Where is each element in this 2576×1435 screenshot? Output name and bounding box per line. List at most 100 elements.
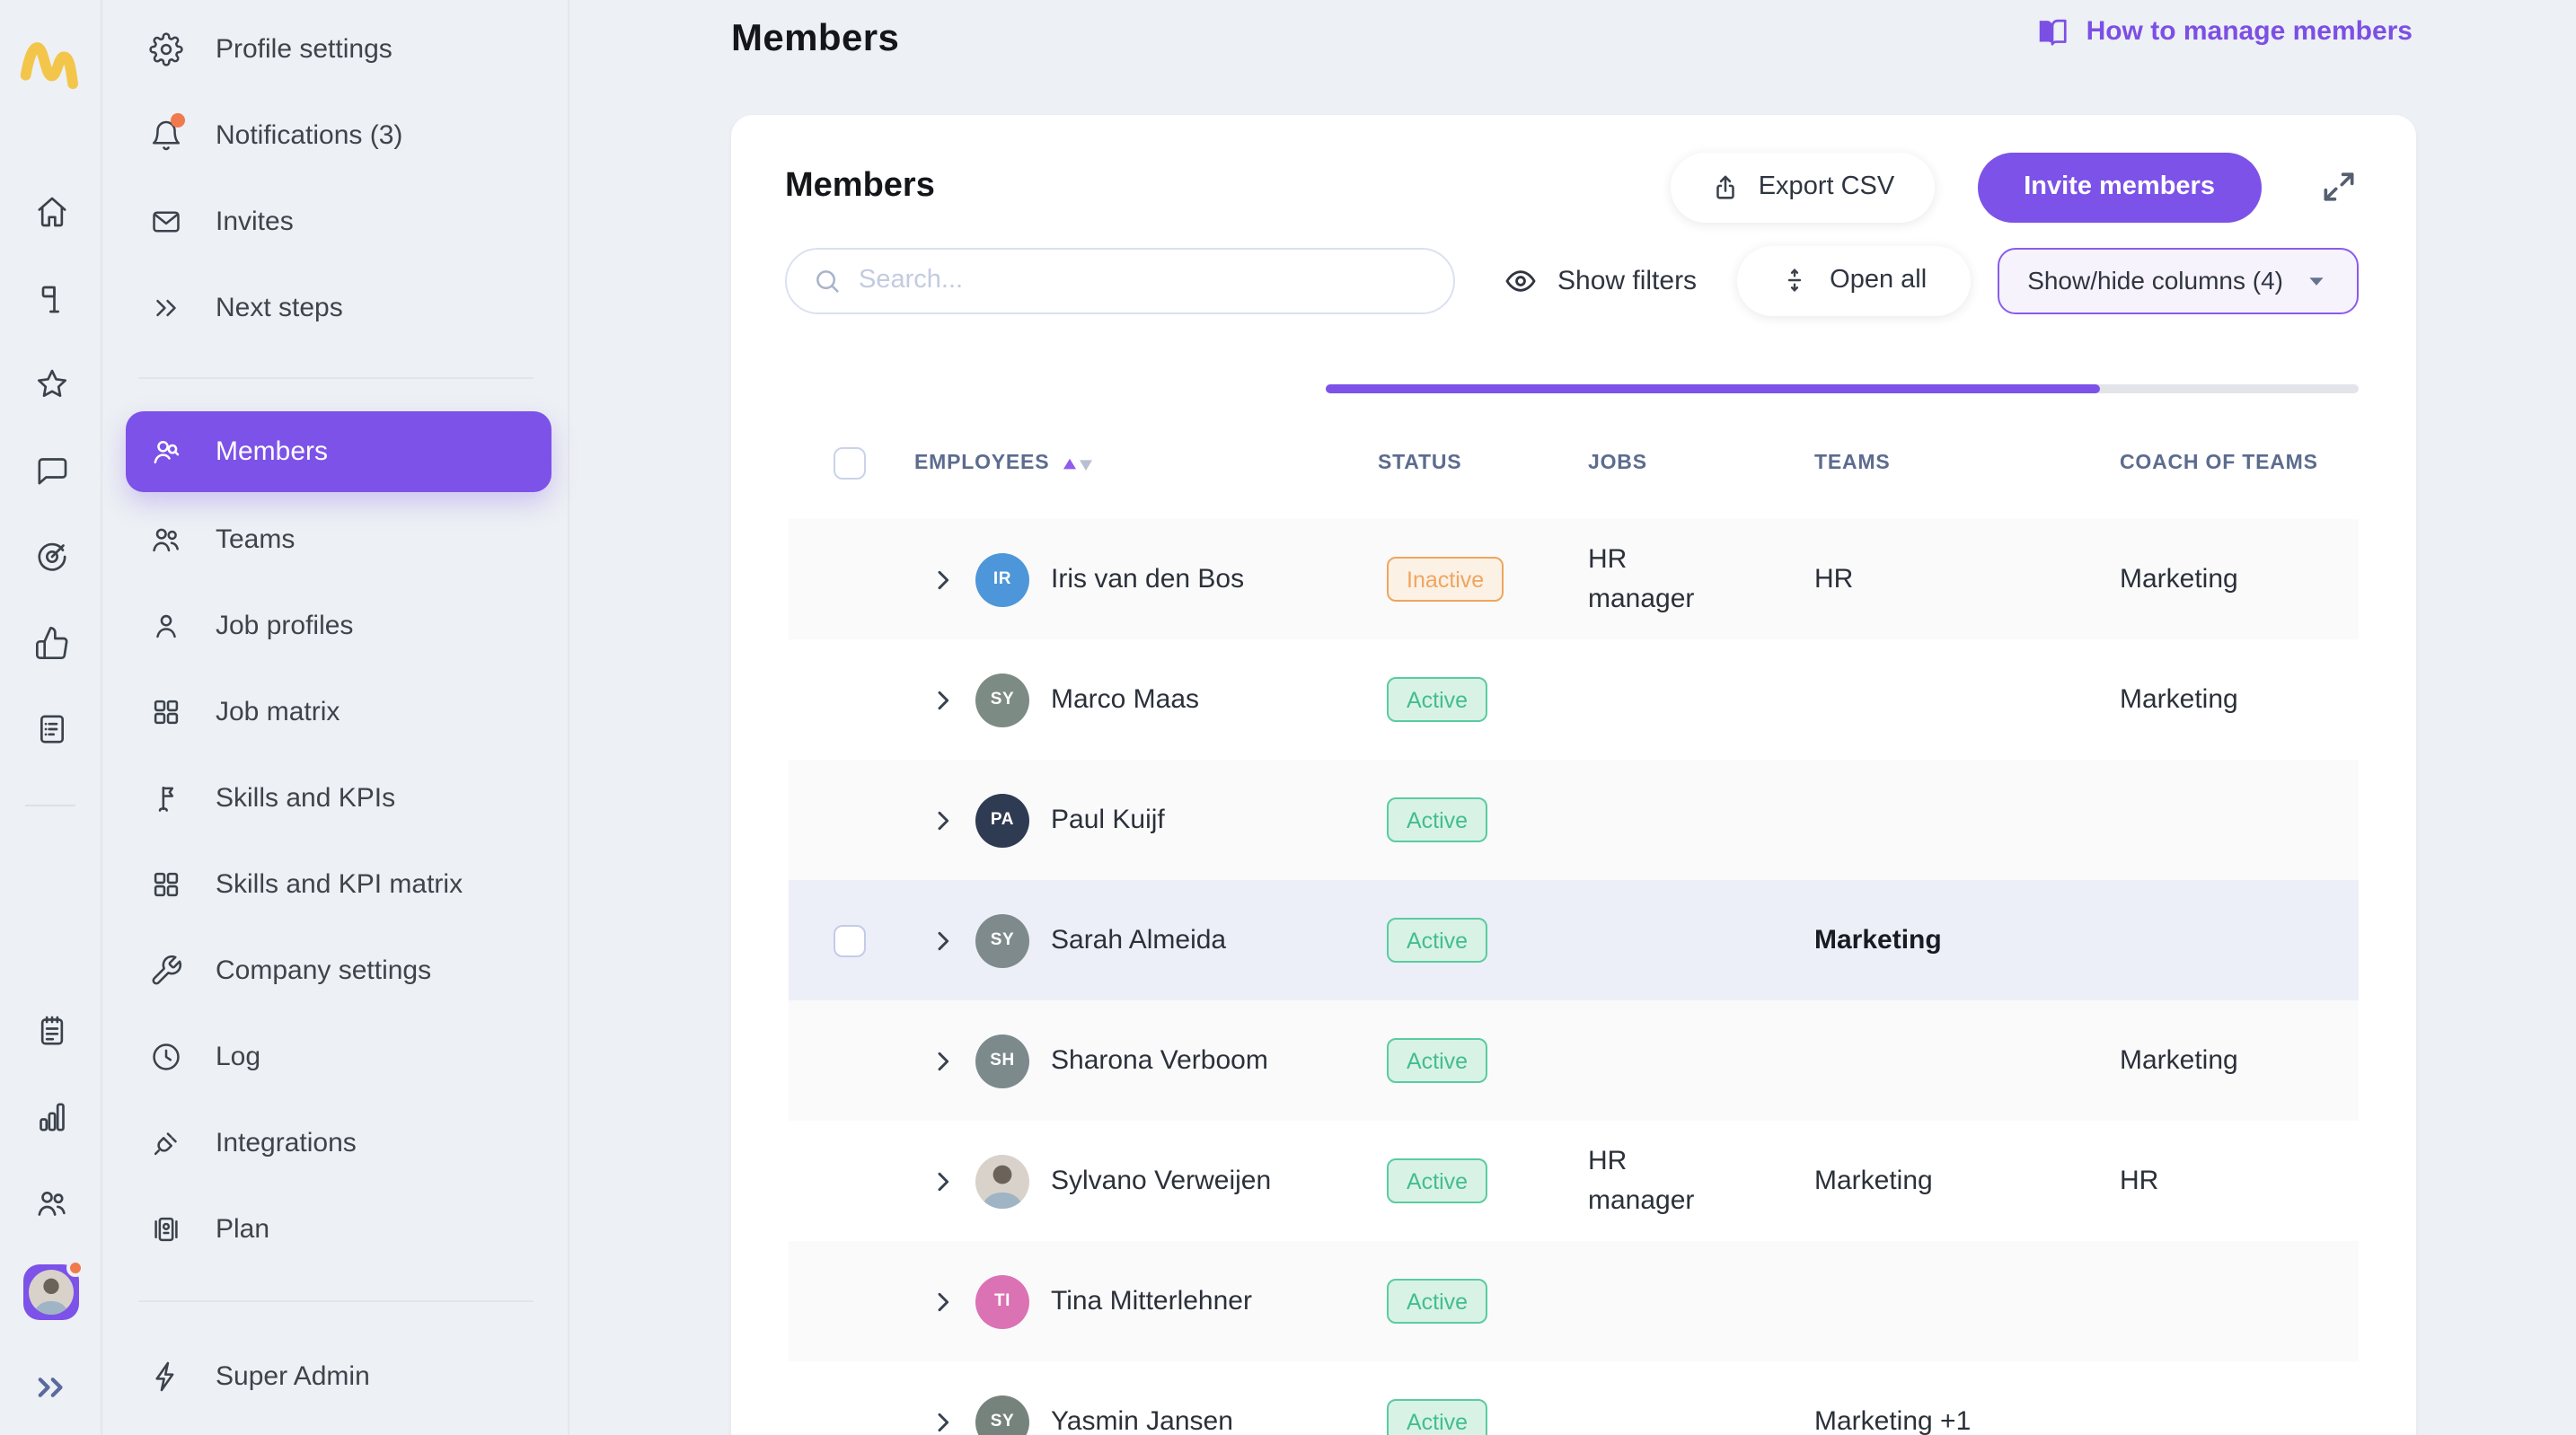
user-photo bbox=[29, 1270, 74, 1315]
pin-icon[interactable] bbox=[33, 280, 69, 316]
member-name: Yasmin Jansen bbox=[1051, 1406, 1233, 1435]
notepad-icon[interactable] bbox=[33, 1013, 69, 1049]
row-expander-icon[interactable] bbox=[929, 926, 957, 955]
person-icon bbox=[149, 608, 183, 642]
scroll-progress-fill bbox=[1326, 384, 2101, 393]
member-name: Sharona Verboom bbox=[1051, 1045, 1268, 1076]
show-filters-label: Show filters bbox=[1557, 265, 1698, 295]
table-row[interactable]: SH Sharona Verboom Active Marketing bbox=[789, 1000, 2359, 1121]
table-row[interactable]: PA Paul Kuijf Active bbox=[789, 760, 2359, 880]
sidebar-item-label: Members bbox=[216, 436, 329, 467]
sidebar-item-notifications-3[interactable]: Notifications (3) bbox=[102, 92, 568, 178]
search-input[interactable] bbox=[859, 266, 1428, 295]
row-expander-icon[interactable] bbox=[929, 806, 957, 834]
sidebar-item-job-profiles[interactable]: Job profiles bbox=[102, 582, 568, 668]
home-icon[interactable] bbox=[33, 194, 69, 230]
thumbs-up-icon[interactable] bbox=[33, 625, 69, 661]
eye-icon bbox=[1504, 263, 1538, 297]
row-expander-icon[interactable] bbox=[929, 685, 957, 714]
sidebar-item-members[interactable]: Members bbox=[126, 411, 551, 492]
sidebar-item-label: Skills and KPIs bbox=[216, 782, 396, 813]
sidebar-item-profile-settings[interactable]: Profile settings bbox=[102, 5, 568, 92]
jobs-cell: HR manager bbox=[1588, 1145, 1695, 1216]
members-icon bbox=[149, 435, 183, 469]
sidebar-item-job-matrix[interactable]: Job matrix bbox=[102, 668, 568, 754]
status-badge: Active bbox=[1387, 1158, 1488, 1203]
wrench-icon bbox=[149, 953, 183, 987]
sidebar-item-company-settings[interactable]: Company settings bbox=[102, 927, 568, 1013]
teams-cell: Marketing bbox=[1814, 1165, 1933, 1196]
bolt-icon bbox=[149, 1359, 183, 1393]
coach-cell: Marketing bbox=[2120, 683, 2238, 715]
open-all-button[interactable]: Open all bbox=[1736, 245, 1971, 315]
column-header-employees[interactable]: EMPLOYEES bbox=[868, 453, 1378, 474]
table-row[interactable]: TI Tina Mitterlehner Active bbox=[789, 1241, 2359, 1361]
avatar: SY bbox=[975, 913, 1029, 967]
avatar: TI bbox=[975, 1274, 1029, 1328]
table-row[interactable]: Sylvano Verweijen Active HR manager Mark… bbox=[789, 1121, 2359, 1241]
column-header-status[interactable]: STATUS bbox=[1378, 453, 1462, 474]
table-row[interactable]: SY Marco Maas Active Marketing bbox=[789, 639, 2359, 760]
columns-toggle-button[interactable]: Show/hide columns (4) bbox=[1997, 247, 2359, 313]
page-title: Members bbox=[731, 18, 900, 59]
card-title: Members bbox=[785, 167, 935, 205]
table-row[interactable]: SY Yasmin Jansen Active Marketing +1 bbox=[789, 1361, 2359, 1435]
status-badge: Active bbox=[1387, 677, 1488, 722]
expand-sidebar-button[interactable] bbox=[32, 1369, 70, 1406]
sidebar-item-skills-and-kpis[interactable]: Skills and KPIs bbox=[102, 754, 568, 841]
avatar: SY bbox=[975, 1395, 1029, 1435]
row-expander-icon[interactable] bbox=[929, 1407, 957, 1435]
column-header-jobs[interactable]: JOBS bbox=[1588, 453, 1647, 474]
sidebar-item-next-steps[interactable]: Next steps bbox=[102, 264, 568, 350]
export-csv-button[interactable]: Export CSV bbox=[1670, 152, 1935, 222]
sidebar-item-teams[interactable]: Teams bbox=[102, 496, 568, 582]
chat-icon[interactable] bbox=[33, 453, 69, 489]
status-badge: Active bbox=[1387, 797, 1488, 842]
sidebar-item-log[interactable]: Log bbox=[102, 1013, 568, 1099]
sidebar-item-label: Profile settings bbox=[216, 33, 393, 64]
row-expander-icon[interactable] bbox=[929, 565, 957, 594]
table-row[interactable]: SY Sarah Almeida Active Marketing bbox=[789, 880, 2359, 1000]
flag-icon bbox=[149, 780, 183, 814]
mail-icon bbox=[149, 204, 183, 238]
column-header-coach-of-teams[interactable]: COACH OF TEAMS bbox=[2120, 453, 2318, 474]
sidebar-item-super-admin[interactable]: Super Admin bbox=[102, 1333, 568, 1419]
status-badge: Active bbox=[1387, 1399, 1488, 1435]
avatar-photo bbox=[975, 1154, 1029, 1208]
sidebar-item-skills-and-kpi-matrix[interactable]: Skills and KPI matrix bbox=[102, 841, 568, 927]
plug-icon bbox=[149, 1125, 183, 1159]
coach-cell: Marketing bbox=[2120, 563, 2238, 594]
table-header-row: EMPLOYEES STATUS JOBS TEAMS COACH OF TEA… bbox=[789, 433, 2359, 494]
sort-icon[interactable] bbox=[1062, 453, 1094, 474]
sidebar-item-invites[interactable]: Invites bbox=[102, 178, 568, 264]
people-icon bbox=[149, 522, 183, 556]
sidebar-item-label: Plan bbox=[216, 1213, 270, 1244]
row-checkbox[interactable] bbox=[834, 924, 866, 956]
user-avatar[interactable] bbox=[23, 1259, 84, 1320]
column-header-teams[interactable]: TEAMS bbox=[1814, 453, 1891, 474]
bar-chart-icon[interactable] bbox=[33, 1099, 69, 1135]
show-filters-button[interactable]: Show filters bbox=[1504, 263, 1697, 297]
checklist-icon[interactable] bbox=[33, 711, 69, 747]
sidebar-item-plan[interactable]: Plan bbox=[102, 1185, 568, 1272]
row-expander-icon[interactable] bbox=[929, 1166, 957, 1195]
search-box bbox=[785, 247, 1455, 313]
icon-rail bbox=[0, 0, 102, 1435]
avatar: IR bbox=[975, 552, 1029, 606]
table-row[interactable]: IR Iris van den Bos Inactive HR manager … bbox=[789, 519, 2359, 639]
chevron-down-icon bbox=[2305, 269, 2328, 292]
target-icon[interactable] bbox=[33, 539, 69, 575]
row-expander-icon[interactable] bbox=[929, 1046, 957, 1075]
scroll-progress-bar[interactable] bbox=[1326, 384, 2359, 393]
help-link[interactable]: How to manage members bbox=[2036, 14, 2413, 48]
gear-icon bbox=[149, 31, 183, 66]
row-expander-icon[interactable] bbox=[929, 1287, 957, 1316]
sidebar-item-integrations[interactable]: Integrations bbox=[102, 1099, 568, 1185]
sidebar-divider bbox=[138, 377, 534, 379]
members-table-body: IR Iris van den Bos Inactive HR manager … bbox=[789, 519, 2359, 1435]
people-icon[interactable] bbox=[33, 1185, 69, 1221]
invite-members-button[interactable]: Invite members bbox=[1977, 152, 2262, 222]
select-all-checkbox[interactable] bbox=[834, 447, 866, 480]
expand-table-button[interactable] bbox=[2319, 167, 2359, 207]
star-icon[interactable] bbox=[33, 366, 69, 402]
